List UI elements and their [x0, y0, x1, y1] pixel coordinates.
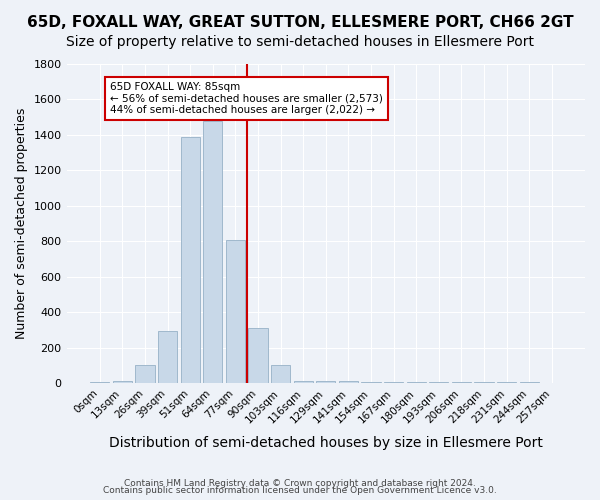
- Bar: [361, 382, 380, 383]
- Text: Size of property relative to semi-detached houses in Ellesmere Port: Size of property relative to semi-detach…: [66, 35, 534, 49]
- Bar: [384, 382, 403, 383]
- Bar: [520, 382, 539, 383]
- Bar: [90, 382, 109, 383]
- Bar: [203, 120, 223, 383]
- Bar: [293, 382, 313, 383]
- Y-axis label: Number of semi-detached properties: Number of semi-detached properties: [15, 108, 28, 340]
- Bar: [475, 382, 494, 383]
- Bar: [452, 382, 471, 383]
- Bar: [181, 136, 200, 383]
- Bar: [271, 364, 290, 383]
- Bar: [158, 331, 177, 383]
- Text: Contains HM Land Registry data © Crown copyright and database right 2024.: Contains HM Land Registry data © Crown c…: [124, 478, 476, 488]
- Bar: [226, 240, 245, 383]
- Bar: [497, 382, 516, 383]
- Bar: [339, 382, 358, 383]
- Bar: [248, 328, 268, 383]
- Bar: [113, 382, 132, 383]
- Text: 65D FOXALL WAY: 85sqm
← 56% of semi-detached houses are smaller (2,573)
44% of s: 65D FOXALL WAY: 85sqm ← 56% of semi-deta…: [110, 82, 383, 115]
- Bar: [429, 382, 448, 383]
- X-axis label: Distribution of semi-detached houses by size in Ellesmere Port: Distribution of semi-detached houses by …: [109, 436, 543, 450]
- Bar: [136, 366, 155, 383]
- Text: Contains public sector information licensed under the Open Government Licence v3: Contains public sector information licen…: [103, 486, 497, 495]
- Text: 65D, FOXALL WAY, GREAT SUTTON, ELLESMERE PORT, CH66 2GT: 65D, FOXALL WAY, GREAT SUTTON, ELLESMERE…: [26, 15, 574, 30]
- Bar: [407, 382, 426, 383]
- Bar: [316, 382, 335, 383]
